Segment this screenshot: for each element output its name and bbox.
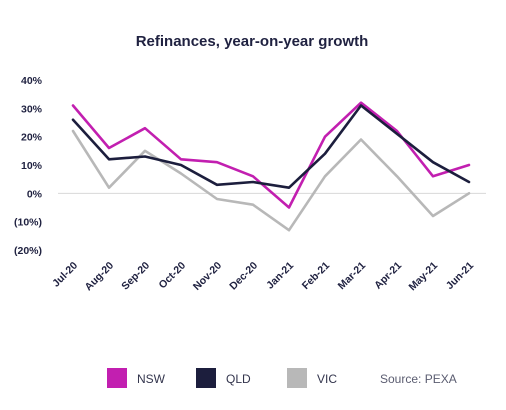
legend-swatch-vic	[287, 368, 307, 388]
x-tick-label: Apr-21	[372, 260, 404, 292]
x-tick-label: May-21	[406, 260, 440, 294]
source-note: Source: PEXA	[380, 372, 457, 386]
legend-swatch-qld	[196, 368, 216, 388]
legend-label-qld: QLD	[226, 372, 251, 386]
legend: NSW QLD VIC	[107, 368, 337, 388]
y-tick-label: 0%	[27, 188, 43, 200]
series-lines	[71, 101, 471, 232]
x-tick-label: Jun-21	[444, 260, 477, 293]
x-tick-label: Aug-20	[82, 260, 116, 294]
x-tick-label: Dec-20	[227, 260, 260, 293]
x-tick-label: Nov-20	[191, 260, 224, 293]
y-tick-label: 10%	[21, 160, 43, 172]
y-tick-label: 30%	[21, 103, 43, 115]
y-tick-label: 20%	[21, 132, 43, 144]
x-tick-label: Mar-21	[336, 260, 369, 293]
series-line-qld	[71, 104, 471, 189]
legend-label-vic: VIC	[317, 372, 337, 386]
legend-swatch-nsw	[107, 368, 127, 388]
y-tick-label: (20%)	[14, 245, 42, 257]
y-axis-ticks: 40% 30% 20% 10% 0% (10%) (20%)	[14, 75, 43, 257]
legend-label-nsw: NSW	[137, 372, 166, 386]
x-tick-label: Oct-20	[157, 260, 189, 292]
x-tick-label: Jul-20	[50, 260, 80, 290]
y-tick-label: (10%)	[14, 217, 42, 229]
x-tick-label: Jan-21	[264, 260, 296, 292]
x-tick-label: Sep-20	[119, 260, 152, 293]
y-tick-label: 40%	[21, 75, 43, 87]
x-axis-ticks: Jul-20 Aug-20 Sep-20 Oct-20 Nov-20 Dec-20 Jan-…	[50, 260, 476, 294]
chart-title: Refinances, year-on-year growth	[136, 33, 369, 50]
x-tick-label: Feb-21	[300, 260, 333, 293]
